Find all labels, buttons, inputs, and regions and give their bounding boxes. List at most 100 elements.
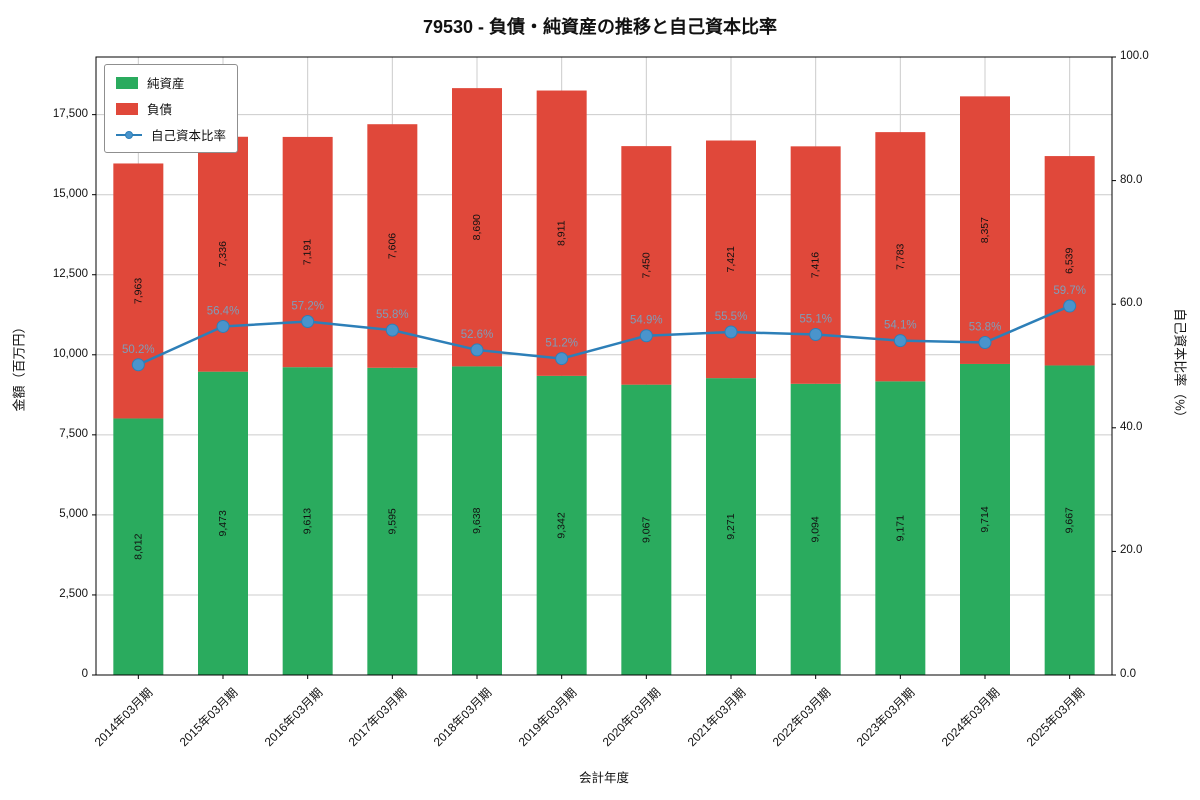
x-axis-label: 会計年度: [578, 771, 629, 785]
line-marker: [301, 315, 315, 329]
ratio-value-label: 52.6%: [461, 329, 494, 341]
bar-segment-net-assets: [1044, 365, 1095, 675]
bar-value-label-liabilities: 8,357: [979, 217, 991, 243]
bar-value-label-net-assets: 9,342: [556, 512, 568, 538]
bar-segment-net-assets: [960, 363, 1010, 675]
bar-value-label-liabilities: 6,539: [1064, 247, 1076, 273]
line-marker: [893, 334, 907, 348]
ratio-value-label: 51.2%: [545, 338, 578, 350]
y-tick-label-right: 40.0: [1120, 420, 1143, 433]
bar-value-label-liabilities: 7,963: [132, 278, 144, 304]
bar-value-label-liabilities: 7,421: [725, 246, 737, 272]
bar-segment-liabilities: [621, 146, 672, 385]
ratio-value-label: 59.7%: [1053, 285, 1086, 297]
bar-segment-net-assets: [536, 375, 587, 675]
bar-segment-net-assets: [113, 418, 164, 675]
y-axis-label-left: 金額（百万円）: [11, 320, 27, 412]
bar-value-label-liabilities: 7,450: [640, 252, 652, 278]
bar-segment-net-assets: [706, 378, 756, 675]
bar-segment-net-assets: [452, 366, 502, 675]
bar-segment-net-assets: [198, 371, 248, 675]
y-tick-label-right: 60.0: [1120, 297, 1143, 310]
liabilities-swatch-icon: [116, 102, 138, 115]
ratio-value-label: 57.2%: [291, 301, 324, 313]
y-tick-label-left: 2,500: [59, 587, 88, 600]
legend: 純資産 負債 自己資本比率: [104, 64, 239, 153]
line-marker: [470, 343, 484, 357]
y-tick-label-left: 5,000: [59, 507, 88, 520]
legend-label-equity-ratio: 自己資本比率: [151, 129, 227, 143]
bar-segment-net-assets: [367, 367, 418, 675]
legend-label-net-assets: 純資産: [147, 77, 185, 91]
chart-title: 79530 - 負債・純資産の推移と自己資本比率: [422, 17, 778, 37]
bar-segment-liabilities: [282, 136, 333, 368]
bar-value-label-liabilities: 7,783: [894, 243, 906, 269]
y-tick-label-right: 0.0: [1120, 668, 1136, 680]
y-tick-label-right: 80.0: [1120, 173, 1143, 186]
bar-segment-net-assets: [621, 384, 672, 675]
bar-segment-liabilities: [1044, 156, 1095, 366]
line-marker: [639, 329, 653, 343]
bar-segment-liabilities: [452, 88, 502, 367]
ratio-value-label: 55.1%: [799, 313, 832, 325]
line-marker: [1063, 299, 1077, 313]
bar-value-label-net-assets: 9,714: [979, 506, 991, 532]
y-tick-label-left: 12,500: [52, 267, 88, 280]
line-marker: [216, 319, 230, 333]
ratio-value-label: 56.4%: [207, 305, 240, 317]
legend-label-liabilities: 負債: [147, 103, 173, 117]
bar-segment-liabilities: [790, 146, 841, 384]
legend-item-equity-ratio: 自己資本比率: [116, 125, 226, 144]
bar-value-label-liabilities: 8,911: [556, 220, 568, 246]
bar-value-label-net-assets: 9,595: [386, 508, 398, 534]
ratio-value-label: 55.5%: [715, 311, 748, 323]
y-tick-label-left: 17,500: [52, 107, 88, 120]
bar-value-label-net-assets: 9,667: [1064, 507, 1076, 533]
legend-item-liabilities: 負債: [116, 99, 226, 118]
legend-item-net-assets: 純資産: [116, 73, 226, 92]
bar-value-label-net-assets: 9,613: [302, 508, 314, 534]
plot-border: [95, 56, 1113, 676]
line-marker: [724, 325, 738, 339]
bar-value-label-liabilities: 8,690: [471, 214, 483, 240]
y-tick-label-left: 15,000: [52, 187, 88, 200]
ratio-value-label: 53.8%: [969, 322, 1002, 334]
y-tick-label-left: 10,000: [52, 347, 88, 360]
line-marker: [131, 358, 145, 372]
bar-value-label-net-assets: 8,012: [132, 533, 144, 559]
ratio-value-label: 55.8%: [376, 309, 409, 321]
net-assets-swatch-icon: [116, 76, 138, 89]
bar-segment-liabilities: [113, 163, 164, 419]
bar-value-label-net-assets: 9,094: [810, 516, 822, 542]
bar-value-label-liabilities: 7,416: [810, 252, 822, 278]
bar-value-label-net-assets: 9,473: [217, 510, 229, 536]
bar-value-label-liabilities: 7,191: [302, 239, 314, 265]
line-marker: [385, 323, 399, 337]
bar-value-label-net-assets: 9,271: [725, 513, 737, 539]
bar-value-label-net-assets: 9,171: [894, 515, 906, 541]
bar-value-label-net-assets: 9,638: [471, 507, 483, 533]
bar-segment-net-assets: [790, 383, 841, 675]
bar-segment-net-assets: [875, 381, 926, 675]
bar-segment-net-assets: [282, 367, 333, 675]
line-marker-icon: [116, 129, 142, 141]
ratio-value-label: 54.9%: [630, 315, 663, 327]
equity-ratio-line: [137, 304, 1071, 366]
y-tick-label-right: 20.0: [1120, 544, 1143, 557]
ratio-value-label: 50.2%: [122, 344, 155, 356]
ratio-value-label: 54.1%: [884, 320, 917, 332]
bar-segment-liabilities: [536, 90, 587, 376]
y-tick-label-left: 7,500: [59, 427, 88, 440]
bar-segment-liabilities: [706, 140, 756, 379]
bar-segment-liabilities: [960, 96, 1010, 364]
line-marker: [555, 352, 569, 366]
line-marker: [809, 327, 823, 341]
y-tick-label-left: 0: [81, 668, 88, 680]
bar-value-label-net-assets: 9,067: [640, 517, 652, 543]
y-tick-label-right: 100.0: [1120, 50, 1149, 62]
bar-value-label-liabilities: 7,606: [386, 233, 398, 259]
line-marker: [978, 336, 992, 350]
y-axis-label-right: 自己資本比率（%）: [1172, 308, 1188, 424]
